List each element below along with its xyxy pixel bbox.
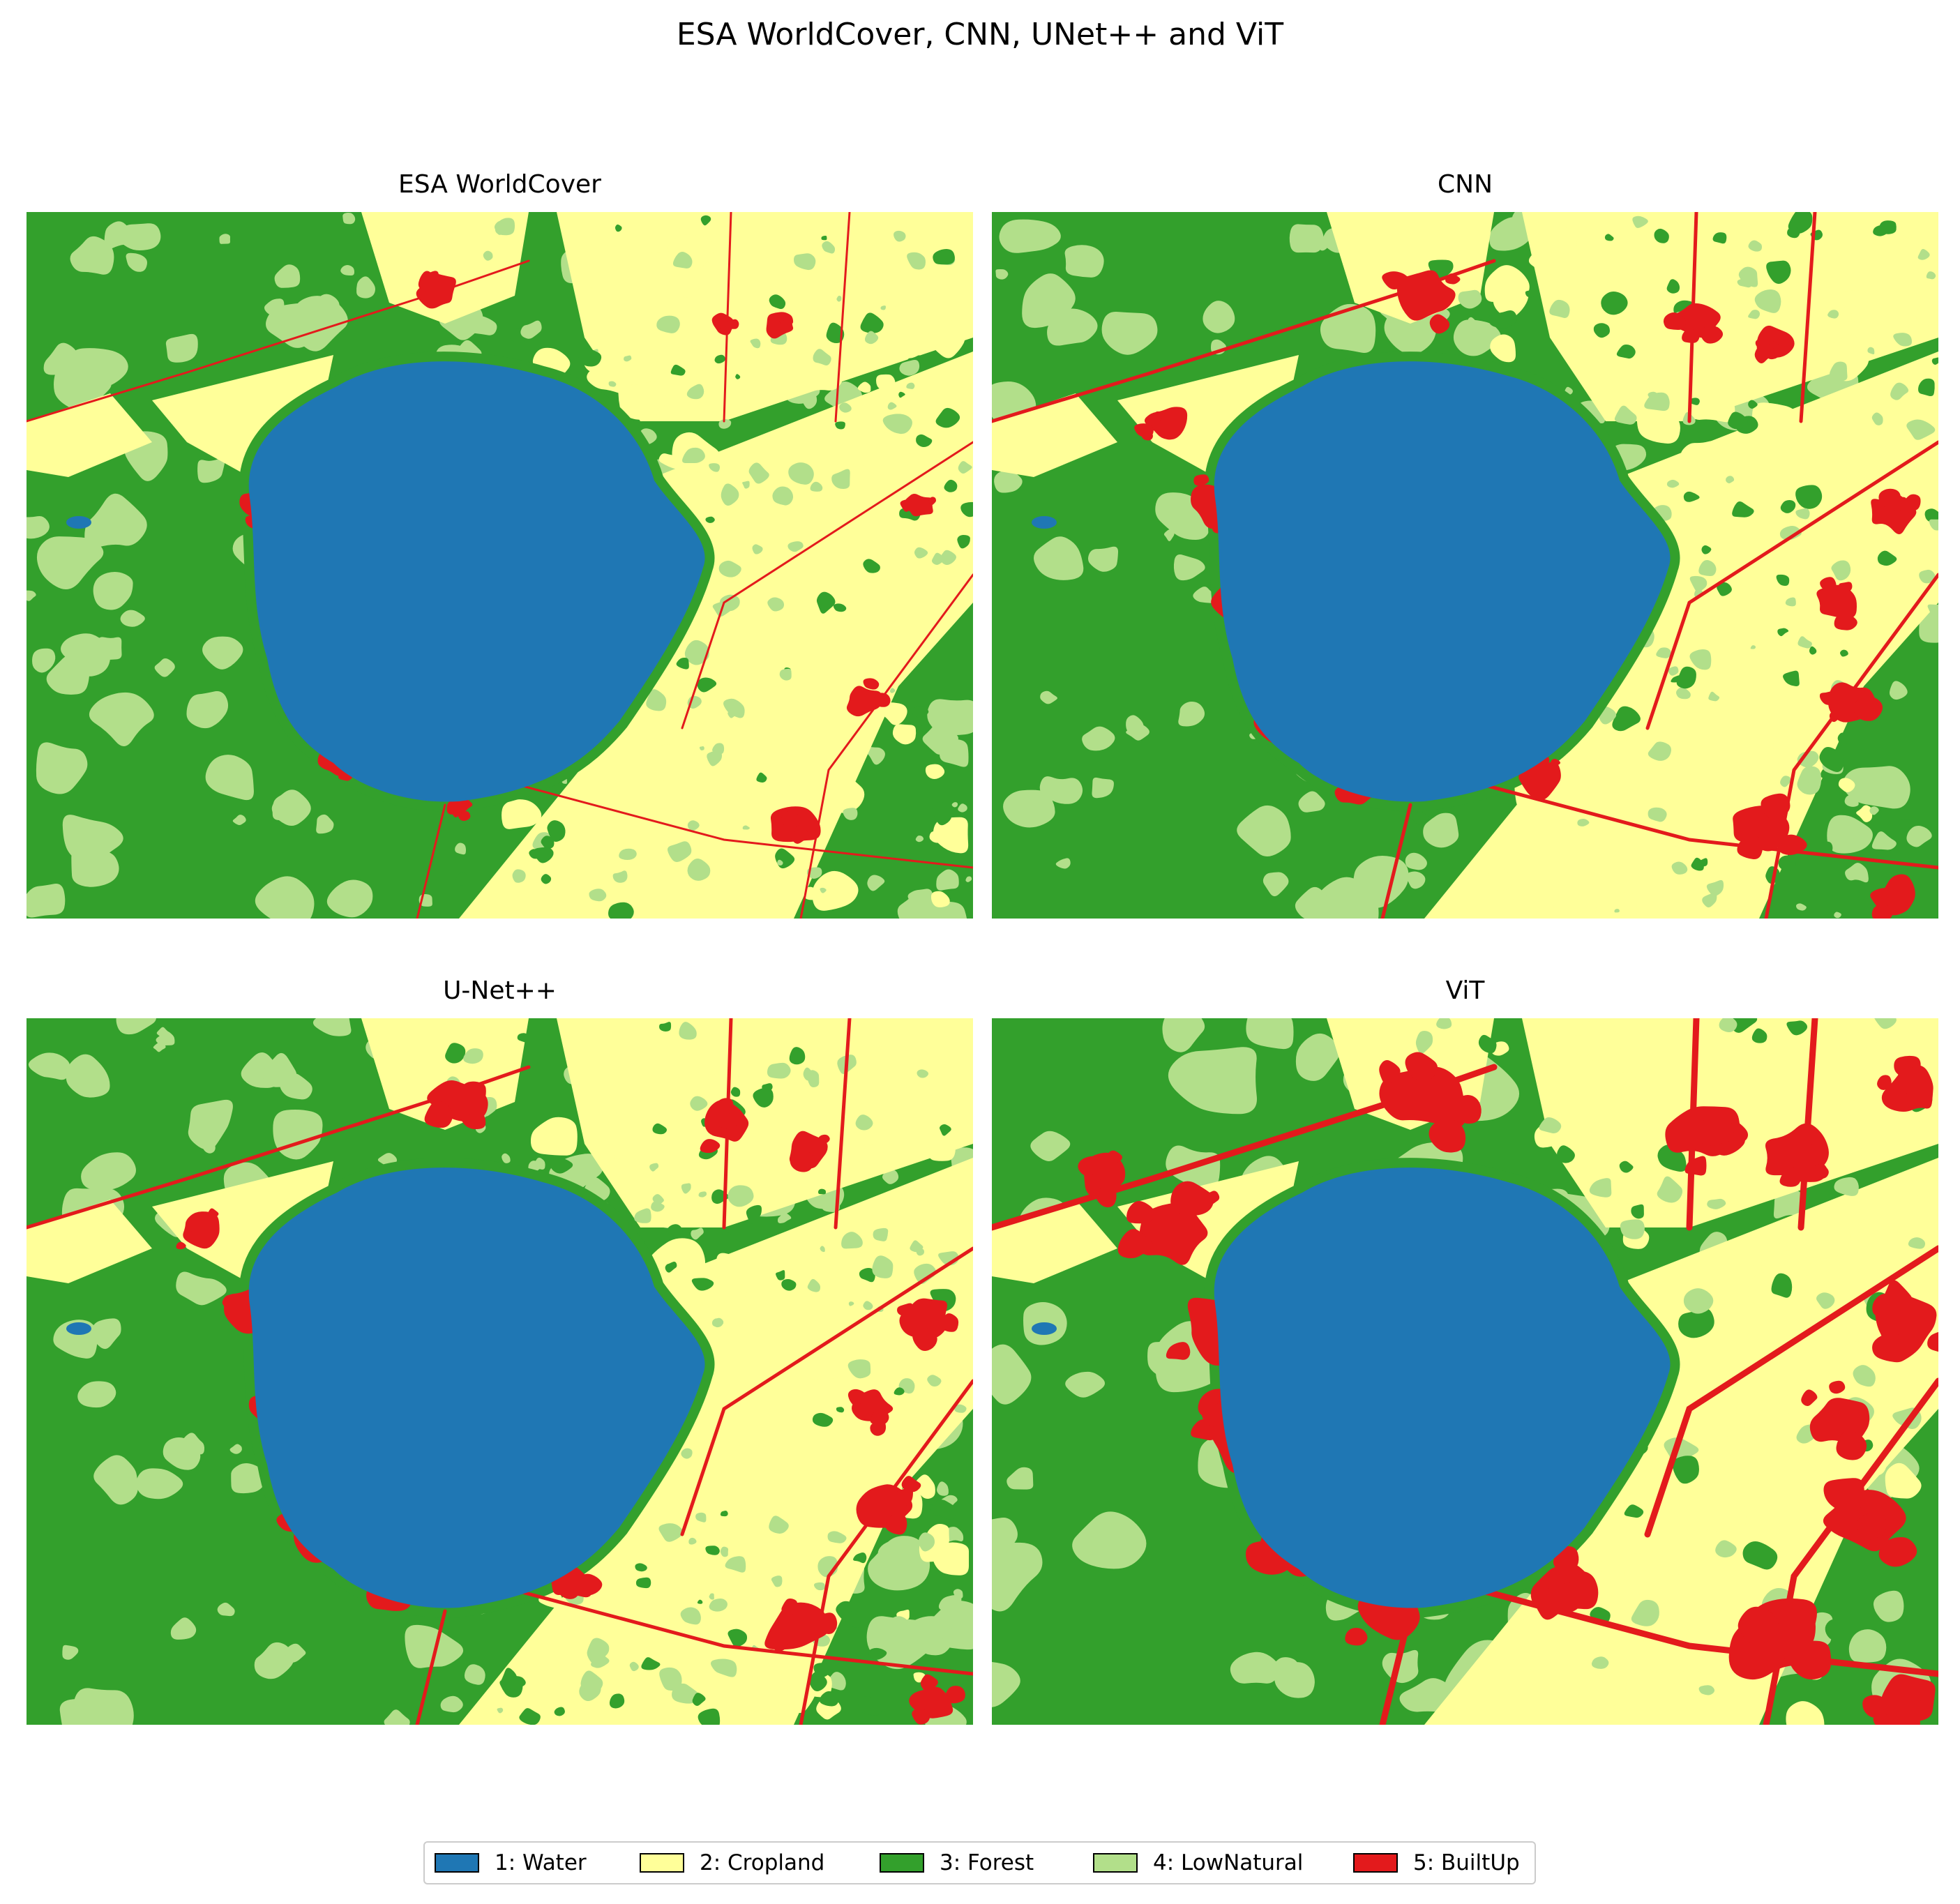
- legend-swatch: [1353, 1853, 1398, 1873]
- legend-item-water: 1: Water: [435, 1843, 587, 1883]
- legend-item-cropland: 2: Cropland: [640, 1843, 824, 1883]
- legend: 1: Water 2: Cropland 3: Forest 4: LowNat…: [423, 1841, 1536, 1884]
- figure-title: ESA WorldCover, CNN, UNet++ and ViT: [676, 17, 1284, 52]
- map-panel-cnn: CNN: [992, 170, 1938, 919]
- panel-title: CNN: [1438, 170, 1493, 199]
- legend-label: 3: Forest: [940, 1850, 1034, 1875]
- legend-label: 2: Cropland: [700, 1850, 825, 1875]
- legend-label: 1: Water: [495, 1850, 587, 1875]
- land-cover-map: [992, 1018, 1938, 1725]
- panel-title: ESA WorldCover: [398, 170, 601, 199]
- legend-item-lownatural: 4: LowNatural: [1093, 1843, 1303, 1883]
- legend-swatch: [880, 1853, 924, 1873]
- map-panel-esa-worldcover: ESA WorldCover: [27, 170, 973, 919]
- panel-title: ViT: [1445, 976, 1485, 1005]
- map-panel-vit: ViT: [992, 976, 1938, 1725]
- land-cover-map: [992, 212, 1938, 919]
- map-panel-unetpp: U-Net++: [27, 976, 973, 1725]
- legend-label: 5: BuiltUp: [1413, 1850, 1520, 1875]
- land-cover-map: [27, 1018, 973, 1725]
- legend-swatch: [435, 1853, 479, 1873]
- land-cover-map: [27, 212, 973, 919]
- panel-title: U-Net++: [443, 976, 557, 1005]
- legend-swatch: [1093, 1853, 1138, 1873]
- legend-swatch: [640, 1853, 684, 1873]
- legend-item-builtup: 5: BuiltUp: [1353, 1843, 1520, 1883]
- legend-label: 4: LowNatural: [1153, 1850, 1304, 1875]
- legend-item-forest: 3: Forest: [880, 1843, 1034, 1883]
